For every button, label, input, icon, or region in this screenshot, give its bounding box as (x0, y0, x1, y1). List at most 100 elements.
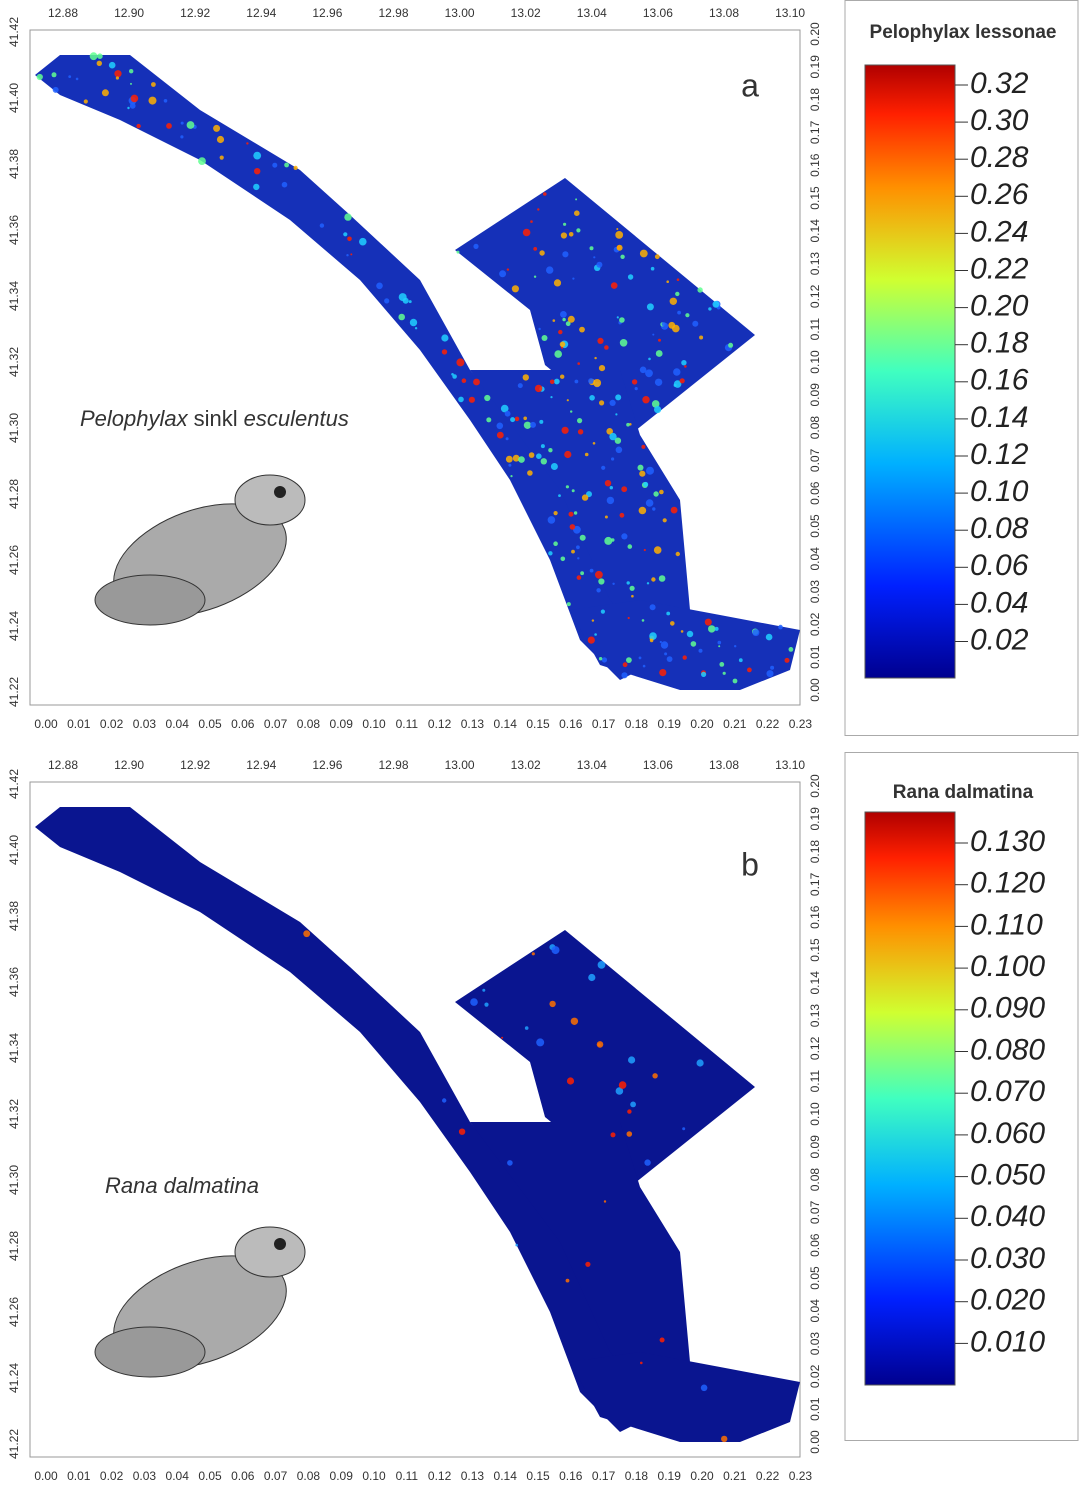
habitat-speckle (574, 379, 579, 384)
habitat-speckle (604, 480, 612, 487)
habitat-speckle (626, 1131, 633, 1137)
habitat-speckle (676, 278, 680, 282)
habitat-speckle (554, 350, 562, 358)
frog-eye (274, 1238, 286, 1250)
habitat-speckle (612, 582, 615, 585)
habitat-speckle (570, 1017, 579, 1025)
habitat-speckle (626, 581, 630, 585)
habitat-speckle (114, 70, 122, 78)
right-tick-label: 0.11 (808, 1070, 822, 1093)
habitat-speckle (619, 512, 625, 518)
habitat-speckle (655, 350, 663, 357)
right-tick-label: 0.16 (808, 153, 822, 177)
habitat-speckle (645, 499, 654, 507)
habitat-speckle (136, 123, 141, 129)
habitat-speckle (505, 437, 509, 441)
habitat-speckle (630, 1101, 636, 1108)
habitat-speckle (606, 428, 613, 435)
habitat-speckle (652, 507, 656, 511)
left-tick-label: 41.26 (7, 1297, 21, 1327)
top-tick-label: 13.00 (445, 758, 475, 772)
habitat-speckle (712, 300, 720, 308)
habitat-speckle (115, 76, 119, 80)
habitat-speckle (531, 952, 535, 956)
habitat-speckle (272, 162, 278, 168)
habitat-speckle (484, 1002, 489, 1007)
left-tick-label: 41.24 (7, 611, 21, 641)
legend-title: Rana dalmatina (893, 782, 1034, 803)
legend-tick-label: 0.050 (970, 1159, 1045, 1192)
habitat-speckle (541, 335, 548, 341)
habitat-speckle (646, 303, 654, 311)
right-tick-label: 0.16 (808, 905, 822, 929)
habitat-speckle (536, 1038, 545, 1047)
habitat-speckle (213, 124, 221, 132)
legend-tick-label: 0.24 (970, 215, 1028, 248)
legend-tick-label: 0.32 (970, 67, 1029, 100)
habitat-speckle (609, 432, 617, 441)
habitat-speckle (504, 410, 511, 417)
habitat-speckle (501, 1036, 504, 1039)
habitat-speckle (589, 568, 594, 573)
top-tick-label: 12.96 (312, 6, 342, 20)
habitat-speckle (441, 349, 448, 355)
habitat-speckle (682, 655, 687, 660)
habitat-speckle (108, 61, 116, 69)
bottom-tick-label: 0.07 (264, 1469, 288, 1483)
habitat-speckle (643, 481, 649, 487)
habitat-speckle (528, 452, 535, 458)
habitat-speckle (566, 1077, 575, 1085)
legend-tick-label: 0.08 (970, 512, 1029, 545)
habitat-speckle (577, 429, 584, 435)
habitat-speckle (604, 536, 613, 545)
habitat-speckle (442, 1098, 447, 1103)
legend-tick-label: 0.16 (970, 364, 1029, 397)
right-tick-label: 0.18 (808, 840, 822, 864)
habitat-speckle (714, 626, 719, 631)
habitat-speckle (537, 208, 540, 211)
right-tick-label: 0.09 (808, 1135, 822, 1159)
habitat-speckle (166, 123, 172, 129)
habitat-speckle (604, 515, 608, 519)
right-tick-label: 0.15 (808, 186, 822, 210)
habitat-speckle (659, 1337, 665, 1343)
species-name: Pelophylax sinkl esculentus (80, 406, 349, 431)
right-tick-label: 0.13 (808, 1004, 822, 1028)
legend-tick-label: 0.18 (970, 327, 1029, 360)
bottom-tick-label: 0.08 (297, 717, 321, 731)
habitat-speckle (543, 192, 547, 196)
right-tick-label: 0.03 (808, 1332, 822, 1356)
habitat-speckle (615, 231, 624, 239)
habitat-speckle (597, 337, 604, 344)
top-tick-label: 13.10 (775, 6, 805, 20)
right-tick-label: 0.19 (808, 55, 822, 79)
right-tick-label: 0.13 (808, 252, 822, 276)
habitat-speckle (456, 358, 465, 367)
habitat-speckle (666, 656, 673, 662)
legend-tick-label: 0.26 (970, 178, 1029, 211)
habitat-speckle (598, 657, 603, 661)
habitat-speckle (638, 656, 642, 660)
right-tick-label: 0.01 (808, 645, 822, 669)
habitat-speckle (83, 99, 88, 104)
habitat-speckle (346, 254, 349, 257)
habitat-speckle (778, 624, 783, 630)
left-tick-label: 41.24 (7, 1363, 21, 1393)
habitat-speckle (560, 374, 565, 379)
right-tick-label: 0.02 (808, 1364, 822, 1388)
bottom-tick-label: 0.09 (330, 717, 354, 731)
habitat-speckle (548, 448, 553, 453)
bottom-tick-label: 0.23 (789, 717, 813, 731)
frog-leg (94, 574, 206, 626)
right-tick-label: 0.14 (808, 219, 822, 243)
habitat-speckle (640, 1361, 643, 1365)
bottom-tick-label: 0.18 (625, 1469, 649, 1483)
habitat-speckle (571, 549, 575, 554)
habitat-speckle (606, 496, 615, 505)
habitat-speckle (704, 618, 712, 626)
habitat-speckle (637, 464, 644, 471)
species-name: Rana dalmatina (105, 1173, 259, 1198)
left-tick-label: 41.40 (7, 83, 21, 113)
left-tick-label: 41.26 (7, 545, 21, 575)
habitat-speckle (576, 228, 581, 233)
